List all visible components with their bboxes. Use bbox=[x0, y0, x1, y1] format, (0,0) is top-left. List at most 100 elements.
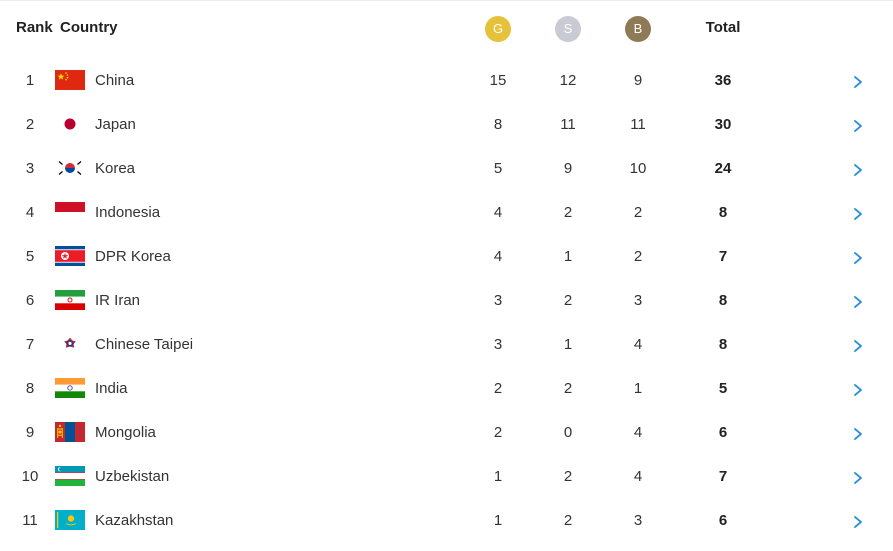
total-count: 8 bbox=[718, 336, 728, 353]
chevron-right-icon[interactable] bbox=[851, 382, 865, 398]
bronze-count: 1 bbox=[633, 380, 643, 397]
bronze-count: 3 bbox=[633, 292, 643, 309]
country-name[interactable]: Korea bbox=[95, 160, 136, 177]
flag-korea-icon bbox=[55, 158, 85, 178]
bronze-count: 2 bbox=[633, 204, 643, 221]
country-name[interactable]: DPR Korea bbox=[95, 248, 171, 265]
silver-count: 2 bbox=[563, 512, 573, 529]
rank-cell: 10 bbox=[21, 468, 39, 485]
chevron-right-icon[interactable] bbox=[851, 338, 865, 354]
silver-count: 9 bbox=[563, 160, 573, 177]
rank-cell: 4 bbox=[25, 204, 35, 221]
bronze-count: 9 bbox=[633, 72, 643, 89]
flag-chinese-taipei-icon bbox=[55, 334, 85, 354]
silver-count: 2 bbox=[563, 292, 573, 309]
chevron-right-icon[interactable] bbox=[851, 162, 865, 178]
silver-count: 0 bbox=[563, 424, 573, 441]
total-count: 8 bbox=[718, 292, 728, 309]
table-row[interactable]: 8 India 2 2 1 5 bbox=[0, 366, 893, 410]
table-row[interactable]: 5 DPR Korea 4 1 2 7 bbox=[0, 234, 893, 278]
country-name[interactable]: China bbox=[95, 72, 135, 89]
total-count: 5 bbox=[718, 380, 728, 397]
chevron-right-icon[interactable] bbox=[851, 294, 865, 310]
table-row[interactable]: 10 Uzbekistan 1 2 4 7 bbox=[0, 454, 893, 498]
gold-medal-icon: G bbox=[485, 16, 511, 42]
gold-count: 4 bbox=[493, 204, 503, 221]
rank-cell: 7 bbox=[25, 336, 35, 353]
gold-count: 4 bbox=[493, 248, 503, 265]
rank-cell: 1 bbox=[25, 72, 35, 89]
table-row[interactable]: 7 Chinese Taipei 3 1 4 8 bbox=[0, 322, 893, 366]
total-count: 24 bbox=[714, 160, 732, 177]
country-name[interactable]: Mongolia bbox=[95, 424, 156, 441]
total-count: 6 bbox=[718, 512, 728, 529]
country-name[interactable]: Indonesia bbox=[95, 204, 161, 221]
flag-uzbekistan-icon bbox=[55, 466, 85, 486]
chevron-right-icon[interactable] bbox=[851, 426, 865, 442]
flag-kazakhstan-icon bbox=[55, 510, 85, 530]
silver-count: 11 bbox=[560, 116, 576, 133]
table-top-border bbox=[0, 0, 893, 1]
country-name[interactable]: Chinese Taipei bbox=[95, 336, 194, 353]
rank-column-header: Rank bbox=[16, 19, 53, 36]
gold-count: 5 bbox=[493, 160, 503, 177]
bronze-count: 4 bbox=[633, 336, 643, 353]
chevron-right-icon[interactable] bbox=[851, 470, 865, 486]
flag-dpr-korea-icon bbox=[55, 246, 85, 266]
gold-count: 15 bbox=[489, 72, 507, 89]
country-name[interactable]: India bbox=[95, 380, 128, 397]
medal-table-header: Rank Country G S B Total bbox=[0, 0, 893, 56]
rank-cell: 11 bbox=[22, 512, 38, 529]
gold-count: 3 bbox=[493, 292, 503, 309]
table-row[interactable]: 4 Indonesia 4 2 2 8 bbox=[0, 190, 893, 234]
rank-cell: 2 bbox=[25, 116, 35, 133]
table-row[interactable]: 2 Japan 8 11 11 30 bbox=[0, 102, 893, 146]
country-name[interactable]: IR Iran bbox=[95, 292, 141, 309]
gold-count: 8 bbox=[493, 116, 503, 133]
bronze-count: 4 bbox=[633, 468, 643, 485]
total-count: 8 bbox=[718, 204, 728, 221]
total-count: 7 bbox=[718, 468, 728, 485]
country-column-header: Country bbox=[60, 19, 118, 36]
rank-cell: 8 bbox=[25, 380, 35, 397]
rank-cell: 9 bbox=[25, 424, 35, 441]
silver-count: 1 bbox=[563, 336, 573, 353]
chevron-right-icon[interactable] bbox=[851, 250, 865, 266]
table-row[interactable]: 6 IR Iran 3 2 3 8 bbox=[0, 278, 893, 322]
silver-medal-icon: S bbox=[555, 16, 581, 42]
gold-count: 2 bbox=[493, 380, 503, 397]
bronze-count: 4 bbox=[633, 424, 643, 441]
table-row[interactable]: 9 Mongolia 2 0 4 6 bbox=[0, 410, 893, 454]
silver-count: 2 bbox=[563, 468, 573, 485]
gold-count: 1 bbox=[493, 468, 503, 485]
bronze-count: 11 bbox=[630, 116, 646, 133]
gold-count: 3 bbox=[493, 336, 503, 353]
flag-iran-icon bbox=[55, 290, 85, 310]
gold-count: 2 bbox=[493, 424, 503, 441]
rank-cell: 6 bbox=[25, 292, 35, 309]
silver-count: 12 bbox=[559, 72, 577, 89]
rank-cell: 5 bbox=[25, 248, 35, 265]
total-count: 6 bbox=[718, 424, 728, 441]
flag-mongolia-icon bbox=[55, 422, 85, 442]
bronze-count: 2 bbox=[633, 248, 643, 265]
flag-india-icon bbox=[55, 378, 85, 398]
bronze-count: 3 bbox=[633, 512, 643, 529]
total-count: 7 bbox=[718, 248, 728, 265]
country-name[interactable]: Japan bbox=[95, 116, 136, 133]
table-row[interactable]: 11 Kazakhstan 1 2 3 6 bbox=[0, 498, 893, 542]
gold-count: 1 bbox=[493, 512, 503, 529]
total-column-header: Total bbox=[705, 19, 741, 36]
chevron-right-icon[interactable] bbox=[851, 118, 865, 134]
country-name[interactable]: Uzbekistan bbox=[95, 468, 170, 485]
chevron-right-icon[interactable] bbox=[851, 514, 865, 530]
table-row[interactable]: 3 Korea 5 9 10 24 bbox=[0, 146, 893, 190]
flag-japan-icon bbox=[55, 114, 85, 134]
table-row[interactable]: 1 China 15 12 9 36 bbox=[0, 58, 893, 102]
silver-count: 2 bbox=[563, 380, 573, 397]
chevron-right-icon[interactable] bbox=[851, 206, 865, 222]
chevron-right-icon[interactable] bbox=[851, 74, 865, 90]
country-name[interactable]: Kazakhstan bbox=[95, 512, 174, 529]
silver-count: 2 bbox=[563, 204, 573, 221]
bronze-medal-icon: B bbox=[625, 16, 651, 42]
